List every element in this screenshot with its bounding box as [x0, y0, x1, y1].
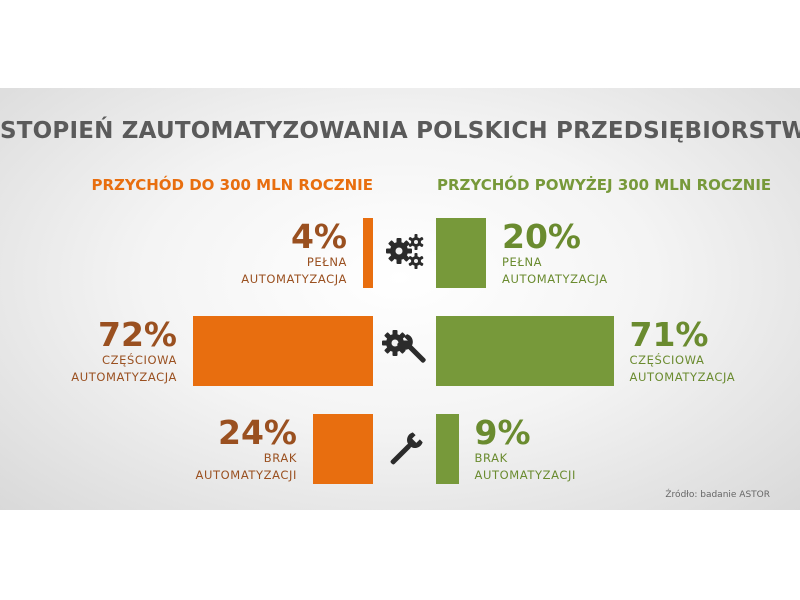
pct-right-row1: 71% — [629, 315, 709, 354]
gear-wrench-icon — [382, 330, 426, 363]
pct-left-row0: 4% — [290, 217, 347, 256]
series-right-heading: PRZYCHÓD POWYŻEJ 300 MLN ROCZNIE — [437, 176, 772, 194]
gears-icon — [386, 234, 424, 269]
label-right-row0-line2: AUTOMATYZACJA — [502, 272, 608, 286]
label-right-row0-line1: PEŁNA — [502, 255, 543, 269]
label-left-row1-line1: CZĘŚCIOWA — [102, 353, 177, 367]
pct-left-row2: 24% — [218, 413, 297, 452]
label-right-row1-line1: CZĘŚCIOWA — [629, 353, 705, 367]
pct-right-row2: 9% — [474, 413, 531, 452]
label-right-row2-line2: AUTOMATYZACJI — [474, 468, 576, 482]
source-note: Źródło: badanie ASTOR — [665, 490, 770, 500]
label-left-row2-line2: AUTOMATYZACJI — [195, 468, 297, 482]
chart-panel — [0, 88, 800, 510]
bar-right-row0 — [436, 218, 486, 288]
label-left-row1: CZĘŚCIOWA AUTOMATYZACJA — [71, 352, 177, 386]
label-right-row2-line1: BRAK — [474, 451, 508, 465]
wrench-icon — [390, 432, 423, 465]
pct-left-row1: 72% — [98, 315, 177, 354]
label-right-row0: PEŁNA AUTOMATYZACJA — [502, 254, 608, 288]
label-right-row1-line2: AUTOMATYZACJA — [629, 370, 736, 384]
bar-left-row1 — [193, 316, 373, 386]
label-left-row1-line2: AUTOMATYZACJA — [71, 370, 177, 384]
series-left-heading: PRZYCHÓD DO 300 MLN ROCZNIE — [91, 176, 373, 194]
label-left-row2-line1: BRAK — [263, 451, 297, 465]
bar-left-row2 — [313, 414, 373, 484]
label-left-row0: PEŁNA AUTOMATYZACJA — [241, 254, 347, 288]
label-left-row0-line2: AUTOMATYZACJA — [241, 272, 347, 286]
pct-right-row0: 20% — [502, 217, 581, 256]
label-left-row0-line1: PEŁNA — [306, 255, 347, 269]
bar-right-row1 — [436, 316, 614, 386]
chart-title: STOPIEŃ ZAUTOMATYZOWANIA POLSKICH PRZEDS… — [0, 118, 800, 144]
label-right-row2: BRAK AUTOMATYZACJI — [475, 450, 576, 484]
label-right-row1: CZĘŚCIOWA AUTOMATYZACJA — [630, 352, 736, 386]
label-left-row2: BRAK AUTOMATYZACJI — [196, 450, 297, 484]
bar-right-row2 — [436, 414, 459, 484]
bar-left-row0 — [363, 218, 373, 288]
